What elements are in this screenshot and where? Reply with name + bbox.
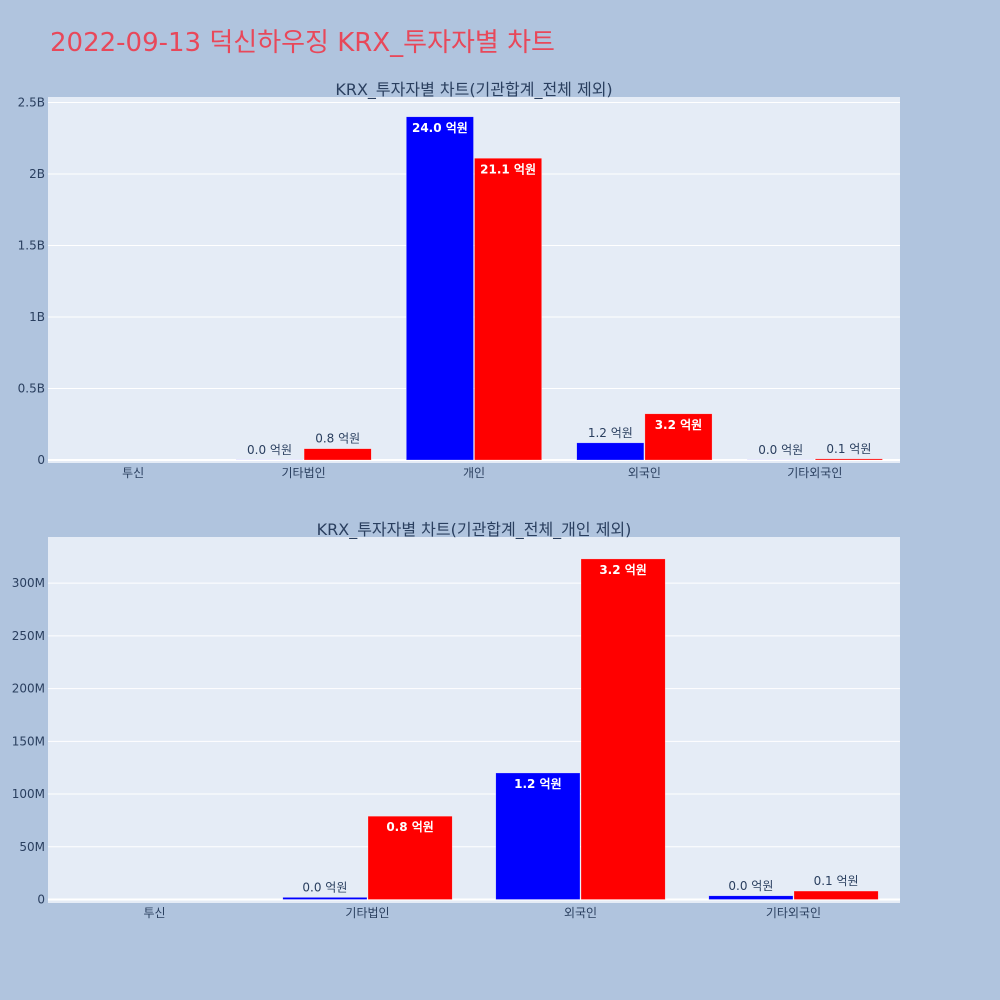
chart1-ytick-label: 0 bbox=[37, 453, 45, 467]
chart2-data-label: 0.0 억원 bbox=[302, 880, 347, 894]
chart1-xtick-label: 개인 bbox=[463, 466, 485, 480]
chart2-ytick-label: 100M bbox=[12, 787, 45, 801]
chart1-ytick-label: 1B bbox=[29, 310, 45, 324]
chart1-title: KRX_투자자별 차트(기관합계_전체 제외) bbox=[335, 80, 612, 100]
chart2-data-label: 3.2 억원 bbox=[599, 563, 647, 577]
chart2-ytick-label: 0 bbox=[37, 893, 45, 907]
chart1-xtick-label: 기타법인 bbox=[282, 466, 326, 480]
chart1-plot-area bbox=[48, 97, 900, 463]
chart1-ytick-label: 2.5B bbox=[18, 96, 45, 110]
chart1-data-label: 1.2 억원 bbox=[588, 426, 633, 440]
chart2-ytick-label: 250M bbox=[12, 629, 45, 643]
chart1-ytick-label: 2B bbox=[29, 167, 45, 181]
chart1-data-label: 0.0 억원 bbox=[247, 443, 292, 457]
chart2-xtick-label: 외국인 bbox=[564, 906, 597, 920]
chart1-bar bbox=[406, 116, 474, 461]
chart2-bar bbox=[580, 558, 666, 900]
chart2-xtick-label: 기타외국인 bbox=[766, 906, 821, 920]
chart1-bar bbox=[815, 458, 883, 461]
chart1-data-label: 3.2 억원 bbox=[655, 418, 703, 432]
chart1-data-label: 0.8 억원 bbox=[315, 432, 360, 446]
chart2-xtick-label: 투신 bbox=[143, 906, 165, 920]
chart2-ytick-label: 150M bbox=[12, 734, 45, 748]
chart2-data-label: 0.0 억원 bbox=[728, 879, 773, 893]
chart1-data-label: 21.1 억원 bbox=[480, 162, 536, 176]
chart2-data-label: 0.1 억원 bbox=[814, 874, 859, 888]
chart1-data-label: 0.0 억원 bbox=[758, 443, 803, 457]
chart2-ytick-label: 200M bbox=[12, 682, 45, 696]
chart2-bar bbox=[495, 772, 581, 900]
chart1-xtick-label: 외국인 bbox=[628, 466, 661, 480]
chart1-data-label: 24.0 억원 bbox=[412, 121, 468, 135]
chart1-ytick-label: 1.5B bbox=[18, 239, 45, 253]
chart1-bar bbox=[303, 448, 372, 461]
chart2-title: KRX_투자자별 차트(기관합계_전체_개인 제외) bbox=[317, 520, 632, 540]
chart1-xtick-label: 기타외국인 bbox=[787, 466, 842, 480]
chart2-bar bbox=[708, 895, 794, 900]
chart2-bar bbox=[793, 890, 879, 900]
page-title: 2022-09-13 덕신하우징 KRX_투자자별 차트 bbox=[50, 28, 555, 58]
chart1-xtick-label: 투신 bbox=[122, 466, 144, 480]
chart1-bar bbox=[474, 158, 542, 461]
chart2-ytick-label: 50M bbox=[19, 840, 45, 854]
chart1-bar bbox=[644, 413, 713, 461]
chart2-bar bbox=[367, 815, 453, 900]
chart1-data-label: 0.1 억원 bbox=[826, 442, 871, 456]
chart2-data-label: 1.2 억원 bbox=[514, 777, 562, 791]
chart1-bar bbox=[576, 442, 645, 461]
chart2-bar bbox=[282, 897, 368, 900]
chart2-ytick-label: 300M bbox=[12, 576, 45, 590]
chart2-data-label: 0.8 억원 bbox=[386, 820, 434, 834]
chart2-plot-area bbox=[48, 537, 900, 903]
chart2-xtick-label: 기타법인 bbox=[345, 906, 389, 920]
chart1-ytick-label: 0.5B bbox=[18, 382, 45, 396]
